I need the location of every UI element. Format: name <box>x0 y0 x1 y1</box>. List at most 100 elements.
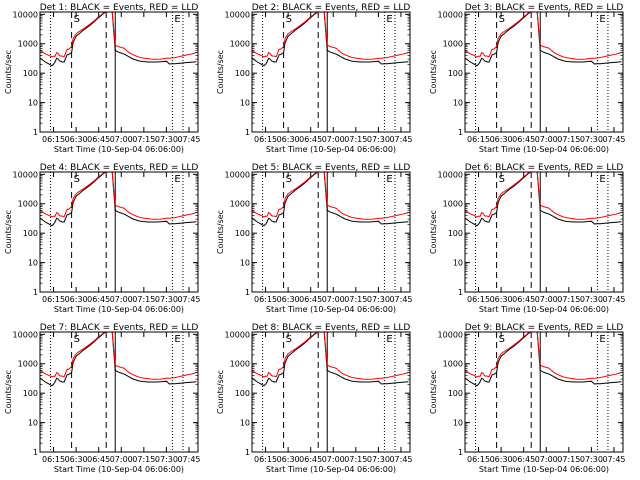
plot-frame <box>251 331 411 453</box>
plot-frame <box>464 331 624 453</box>
x-tick-label: 07:15 <box>132 295 155 304</box>
panel-title: Det 9: BLACK = Events, RED = LLD <box>465 323 624 333</box>
x-tick-label: 06:15 <box>467 295 490 304</box>
y-tick-label: 10000 <box>13 330 38 339</box>
x-axis-label: Start Time (10-Sep-04 06:06:00) <box>54 305 184 314</box>
x-tick-label: 07:15 <box>132 135 155 144</box>
y-tick-label: 10 <box>28 419 38 428</box>
x-tick-label: 07:15 <box>557 135 580 144</box>
y-tick-label: 100 <box>448 229 463 238</box>
x-tick-label: 07:15 <box>344 455 367 464</box>
y-tick-label: 1 <box>458 128 463 137</box>
x-tick-label: 06:45 <box>299 455 322 464</box>
x-tick-label: 06:45 <box>299 135 322 144</box>
y-tick-label: 1000 <box>443 360 463 369</box>
x-tick-label: 06:45 <box>512 295 535 304</box>
flag-label: S <box>74 174 80 185</box>
x-tick-label: 06:45 <box>87 135 110 144</box>
y-tick-label: 1 <box>458 448 463 457</box>
x-tick-label: 07:45 <box>177 455 200 464</box>
y-tick-label: 10 <box>28 99 38 108</box>
x-tick-label: 06:30 <box>490 455 513 464</box>
series-line-lld <box>40 12 197 60</box>
x-tick-label: 07:00 <box>535 455 558 464</box>
x-tick-label: 07:15 <box>557 455 580 464</box>
series-line-lld <box>252 12 409 60</box>
x-tick-label: 07:30 <box>367 135 390 144</box>
y-axis-label: Counts/sec <box>216 370 225 414</box>
series-line-lld <box>465 172 622 220</box>
x-tick-label: 06:15 <box>42 135 65 144</box>
x-axis-label: Start Time (10-Sep-04 06:06:00) <box>479 305 609 314</box>
y-tick-label: 10 <box>453 259 463 268</box>
x-tick-label: 07:45 <box>602 295 625 304</box>
x-axis-label: Start Time (10-Sep-04 06:06:00) <box>266 305 396 314</box>
y-tick-label: 10 <box>240 99 250 108</box>
y-tick-label: 100 <box>23 389 38 398</box>
x-tick-label: 07:00 <box>322 295 345 304</box>
flag-label: E <box>174 14 180 25</box>
y-axis-label: Counts/sec <box>4 50 13 94</box>
y-tick-label: 10000 <box>438 170 463 179</box>
flag-label: E <box>386 14 392 25</box>
flag-label: E <box>386 174 392 185</box>
x-tick-label: 06:45 <box>512 455 535 464</box>
x-tick-label: 06:45 <box>87 455 110 464</box>
y-tick-label: 10000 <box>438 10 463 19</box>
y-tick-label: 1000 <box>230 200 250 209</box>
y-tick-label: 10 <box>453 99 463 108</box>
y-tick-label: 100 <box>448 389 463 398</box>
panel-title: Det 4: BLACK = Events, RED = LLD <box>40 163 199 173</box>
y-tick-label: 1000 <box>18 40 38 49</box>
x-axis-label: Start Time (10-Sep-04 06:06:00) <box>54 465 184 474</box>
x-tick-label: 07:15 <box>132 455 155 464</box>
y-axis-label: Counts/sec <box>4 210 13 254</box>
y-tick-label: 10000 <box>13 170 38 179</box>
y-tick-label: 100 <box>448 69 463 78</box>
x-axis-label: Start Time (10-Sep-04 06:06:00) <box>266 465 396 474</box>
x-axis-label: Start Time (10-Sep-04 06:06:00) <box>266 145 396 154</box>
x-tick-label: 07:00 <box>322 455 345 464</box>
flag-label: S <box>286 334 292 345</box>
x-tick-label: 07:30 <box>155 135 178 144</box>
y-tick-label: 1 <box>33 288 38 297</box>
x-tick-label: 07:30 <box>367 295 390 304</box>
y-axis-label: Counts/sec <box>216 210 225 254</box>
y-tick-label: 1 <box>245 288 250 297</box>
x-tick-label: 07:30 <box>580 455 603 464</box>
x-tick-label: 06:30 <box>65 135 88 144</box>
y-tick-label: 10000 <box>13 10 38 19</box>
y-tick-label: 10000 <box>225 10 250 19</box>
y-tick-label: 1000 <box>443 40 463 49</box>
panel-title: Det 1: BLACK = Events, RED = LLD <box>40 3 199 13</box>
panel-title: Det 2: BLACK = Events, RED = LLD <box>252 3 411 13</box>
flag-label: S <box>499 174 505 185</box>
y-tick-label: 100 <box>235 69 250 78</box>
x-tick-label: 06:30 <box>277 295 300 304</box>
series-line-lld <box>40 332 197 380</box>
x-tick-label: 06:30 <box>65 455 88 464</box>
flag-label: E <box>174 174 180 185</box>
x-tick-label: 07:00 <box>110 135 133 144</box>
series-line-lld <box>465 12 622 60</box>
x-tick-label: 06:45 <box>512 135 535 144</box>
y-axis-label: Counts/sec <box>429 370 438 414</box>
y-axis-label: Counts/sec <box>429 210 438 254</box>
y-tick-label: 10 <box>453 419 463 428</box>
x-tick-label: 06:30 <box>490 135 513 144</box>
x-axis-label: Start Time (10-Sep-04 06:06:00) <box>54 145 184 154</box>
flag-label: S <box>499 334 505 345</box>
y-tick-label: 10 <box>240 419 250 428</box>
x-tick-label: 07:00 <box>110 295 133 304</box>
y-tick-label: 10 <box>240 259 250 268</box>
panel-title: Det 7: BLACK = Events, RED = LLD <box>40 323 199 333</box>
flag-label: E <box>599 174 605 185</box>
y-tick-label: 10000 <box>438 330 463 339</box>
series-line-lld <box>252 172 409 220</box>
x-tick-label: 06:30 <box>490 295 513 304</box>
flag-label: E <box>174 334 180 345</box>
